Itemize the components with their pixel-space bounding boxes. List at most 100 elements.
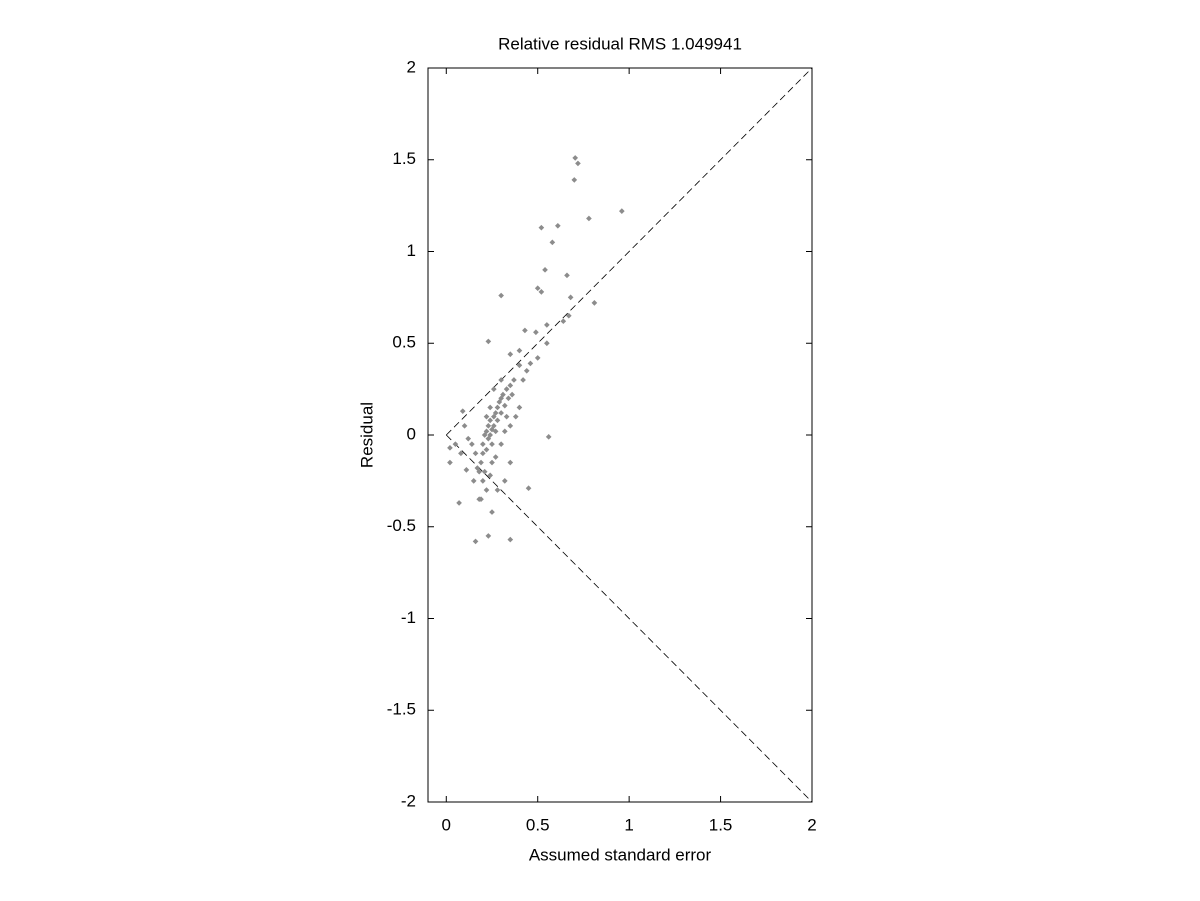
point (483, 446, 490, 453)
point (456, 500, 462, 506)
chart-title: Relative residual RMS 1.049941 (498, 34, 742, 53)
point (492, 410, 499, 416)
point (591, 300, 598, 306)
point (503, 413, 510, 420)
point (501, 402, 508, 409)
point (500, 391, 506, 398)
y-tick-label: 0 (407, 424, 416, 443)
point (507, 536, 514, 543)
reference-line (446, 434, 813, 803)
point (487, 472, 493, 479)
point (525, 485, 532, 492)
point (485, 338, 492, 345)
point (485, 422, 492, 429)
point (538, 224, 545, 231)
point (564, 272, 570, 279)
point (507, 459, 514, 466)
point (555, 222, 561, 229)
point (498, 410, 504, 416)
point (463, 467, 470, 473)
point (476, 496, 483, 503)
point (498, 292, 504, 299)
point (516, 362, 523, 369)
point (507, 351, 514, 358)
point (545, 434, 552, 440)
point (565, 312, 572, 319)
point (470, 478, 477, 484)
point (544, 340, 550, 347)
point (480, 478, 486, 484)
point (498, 377, 504, 383)
point (491, 386, 497, 392)
point (534, 355, 541, 361)
point (492, 428, 499, 435)
point (452, 441, 459, 448)
point (480, 441, 486, 448)
point (522, 327, 528, 334)
point (575, 160, 581, 167)
point (492, 454, 499, 460)
point (485, 533, 492, 539)
point (619, 208, 625, 214)
point (542, 267, 548, 273)
reference-line (446, 67, 813, 436)
point (511, 377, 517, 383)
y-tick-label: -1.5 (387, 700, 416, 719)
point (572, 155, 579, 161)
point (503, 386, 510, 392)
point (487, 417, 493, 424)
point (494, 404, 501, 411)
x-tick-label: 2 (807, 815, 816, 834)
point (567, 294, 574, 301)
x-tick-label: 1 (624, 815, 633, 834)
point (483, 428, 490, 435)
x-tick-label: 0 (442, 815, 451, 834)
y-tick-label: 0.5 (392, 333, 416, 352)
y-tick-label: -1 (401, 608, 416, 627)
point (461, 422, 468, 429)
point (505, 395, 512, 402)
x-tick-label: 0.5 (526, 815, 550, 834)
point (469, 441, 475, 448)
point (480, 450, 486, 457)
point (489, 509, 495, 515)
y-tick-label: 1.5 (392, 149, 416, 168)
point (560, 318, 567, 325)
y-tick-label: 2 (407, 57, 416, 76)
point (538, 289, 545, 295)
point (507, 422, 514, 429)
point (459, 408, 466, 414)
point (472, 538, 479, 545)
point (478, 459, 484, 466)
point (516, 347, 523, 354)
point (481, 468, 488, 475)
point (586, 215, 592, 222)
point (487, 404, 493, 411)
point (527, 360, 534, 367)
point (549, 239, 556, 246)
x-axis-label: Assumed standard error (529, 845, 712, 864)
point (447, 459, 453, 466)
point (520, 377, 526, 383)
point (523, 367, 530, 374)
point (512, 413, 519, 420)
point (534, 285, 541, 292)
point (501, 428, 508, 435)
point (489, 459, 495, 466)
point (487, 432, 493, 438)
point (474, 465, 481, 471)
point (465, 435, 472, 442)
point (472, 450, 479, 457)
point (501, 478, 508, 484)
point (458, 450, 464, 457)
y-tick-label: -0.5 (387, 516, 416, 535)
point (483, 487, 490, 493)
point (571, 177, 578, 183)
point (533, 329, 539, 336)
point (498, 441, 504, 448)
y-tick-label: -2 (401, 791, 416, 810)
y-axis-label: Residual (357, 402, 376, 468)
point (447, 445, 453, 451)
